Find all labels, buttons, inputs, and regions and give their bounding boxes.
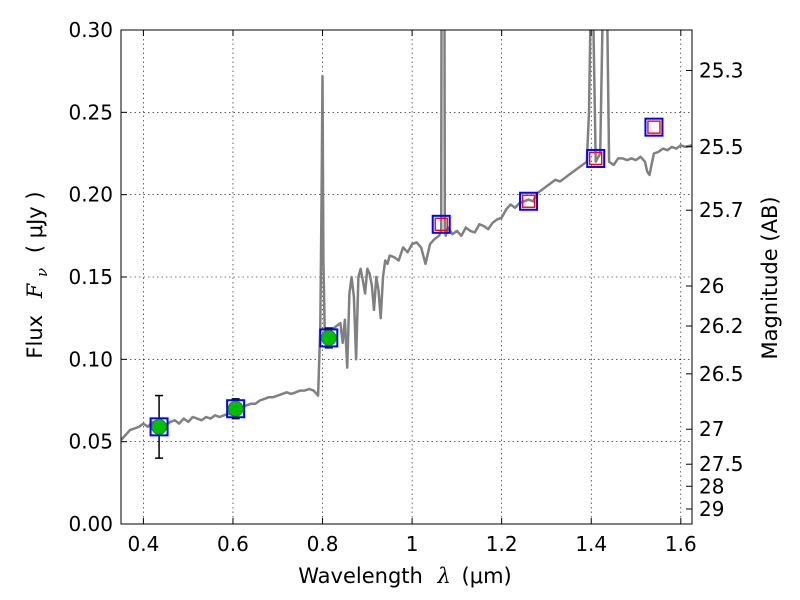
grid-lines — [121, 29, 692, 525]
spectrum-line — [121, 30, 692, 441]
model-photometry-square — [644, 117, 664, 137]
y-axis-title-subscript: ν — [33, 268, 51, 277]
x-axis-title-unit: (μm) — [462, 564, 512, 588]
x-axis-title: Wavelength λ (μm) — [298, 564, 511, 588]
x-axis-title-symbol: λ — [437, 564, 451, 588]
x-tick-label: 0.4 — [127, 532, 159, 556]
y2-tick-label: 25.5 — [699, 135, 744, 159]
x-axis-title-prefix: Wavelength — [298, 564, 423, 588]
predicted-photometry-square — [521, 194, 536, 208]
predicted-photometry-square — [434, 217, 448, 232]
predicted-photometry-square — [589, 151, 603, 166]
model-photometry-square — [431, 214, 451, 234]
x-tick-label: 1 — [406, 532, 419, 556]
y2-tick-label: 26.2 — [699, 314, 744, 338]
y-axis-title: Flux F ν ( μJy ) — [23, 191, 52, 358]
y2-tick-label: 27 — [699, 417, 724, 441]
x-tick-label: 1.2 — [486, 532, 518, 556]
x-tick-label: 0.8 — [307, 532, 339, 556]
x-tick-label: 0.6 — [217, 532, 249, 556]
model-photometry-square — [586, 148, 606, 168]
y-tick-label: 0.30 — [68, 18, 113, 42]
y-tick-label: 0.05 — [68, 430, 113, 454]
y-axis-title-prefix: Flux — [23, 315, 47, 359]
y2-axis-title: Magnitude (AB) — [758, 196, 782, 359]
y-axis-title-symbol: F — [23, 282, 47, 299]
y-tick-label: 0.10 — [68, 347, 113, 371]
y-tick-label: 0.00 — [68, 512, 113, 536]
y2-tick-label: 29 — [699, 497, 724, 521]
y-axis-title-unit: ( μJy ) — [23, 191, 47, 253]
model-photometry-square — [319, 328, 339, 348]
y-tick-label: 0.20 — [68, 183, 113, 207]
predicted-photometry-square — [647, 120, 661, 134]
x-tick-label: 1.4 — [575, 532, 607, 556]
plot-area — [121, 30, 692, 459]
x-tick-label: 1.6 — [665, 532, 697, 556]
observed-photometry-point — [320, 330, 337, 346]
y2-tick-label: 28 — [699, 474, 724, 498]
model-photometry-square — [519, 191, 539, 211]
y2-tick-label: 25.3 — [699, 58, 744, 82]
y2-tick-label: 25.7 — [699, 198, 744, 222]
y-tick-label: 0.15 — [68, 265, 113, 289]
observed-photometry-point — [151, 418, 167, 435]
axis-ticks: 0.4 0.6 0.8 1 1.2 1.4 1.6 0.00 0.05 0.10 0.15 0.20 0… — [68, 18, 743, 556]
observed-photometry-point — [227, 400, 244, 417]
y2-tick-label: 26.5 — [699, 362, 744, 386]
y-tick-label: 0.25 — [68, 100, 113, 124]
y2-tick-label: 26 — [699, 274, 724, 298]
model-photometry-square — [226, 399, 246, 419]
model-photometry-square — [149, 417, 169, 437]
y2-tick-label: 27.5 — [699, 452, 744, 476]
